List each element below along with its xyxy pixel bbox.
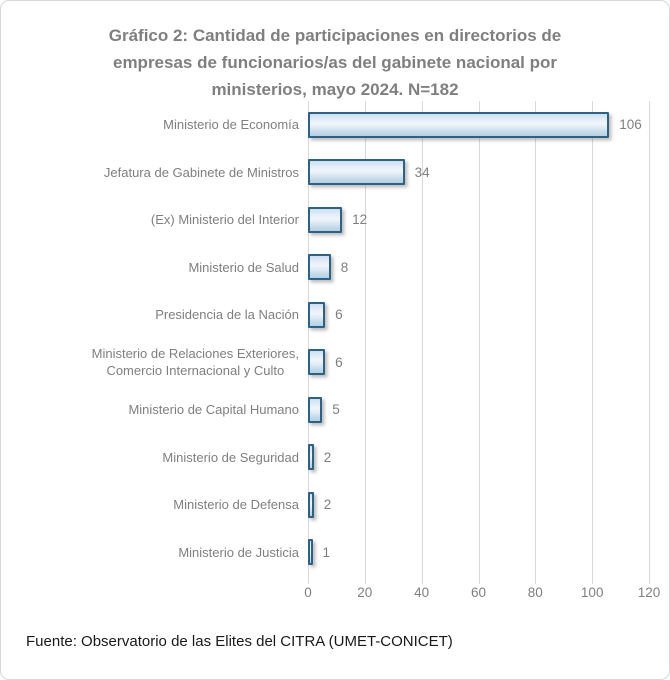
category-label: Ministerio de Salud <box>188 259 299 275</box>
bar-value-label: 6 <box>335 307 343 323</box>
bar <box>308 539 313 566</box>
bar <box>308 491 314 518</box>
x-tick-label: 60 <box>470 585 487 600</box>
x-tick-label: 120 <box>637 585 661 600</box>
category-label: Ministerio de Capital Humano <box>128 402 299 418</box>
category-label: Ministerio de Relaciones Exteriores, Come… <box>91 346 299 379</box>
category-label: Ministerio de Economía <box>163 117 299 133</box>
chart-title: Gráfico 2: Cantidad de participaciones e… <box>1 22 669 103</box>
x-tick-label: 80 <box>527 585 543 600</box>
bar <box>308 111 610 138</box>
category-label: Ministerio de Defensa <box>173 497 299 513</box>
gridline <box>592 101 594 584</box>
bar-value-label: 2 <box>323 497 332 513</box>
bar-value-label: 8 <box>340 259 349 275</box>
category-label: Ministerio de Seguridad <box>162 449 299 465</box>
gridline <box>364 101 366 584</box>
footer-source: Fuente: Observatorio de las Elites del C… <box>26 633 453 650</box>
bar <box>308 206 343 233</box>
bar <box>308 254 331 281</box>
gridline <box>535 101 537 584</box>
bar-value-label: 12 <box>352 212 368 228</box>
bar-value-label: 106 <box>619 117 642 133</box>
x-tick-label: 0 <box>304 585 312 600</box>
bar-value-label: 6 <box>335 354 343 370</box>
chart-title-line-2: empresas de funcionarios/as del gabinete… <box>112 53 558 72</box>
bar-value-label: 34 <box>414 164 430 180</box>
bar-value-label: 1 <box>322 544 331 560</box>
chart-title-line-1: Gráfico 2: Cantidad de participaciones e… <box>108 26 562 45</box>
bar <box>308 349 326 376</box>
bar <box>308 301 326 328</box>
bar-value-label: 2 <box>323 449 332 465</box>
bar-value-label: 5 <box>332 402 340 418</box>
category-label: Ministerio de Justicia <box>178 544 299 560</box>
category-label: Jefatura de Gabinete de Ministros <box>103 164 299 180</box>
chart-title-line-3: ministerios, mayo 2024. N=182 <box>211 80 459 99</box>
gridline <box>421 101 423 584</box>
bar <box>308 444 314 471</box>
gridline <box>478 101 480 584</box>
gridline <box>308 101 309 584</box>
x-tick-label: 100 <box>580 585 604 600</box>
gridline <box>649 101 650 584</box>
x-tick-label: 20 <box>357 585 373 600</box>
bar <box>308 396 323 423</box>
bar <box>308 159 405 186</box>
category-label: (Ex) Ministerio del Interior <box>150 212 299 228</box>
category-label: Presidencia de la Nación <box>155 307 299 323</box>
x-tick-label: 40 <box>414 585 430 600</box>
